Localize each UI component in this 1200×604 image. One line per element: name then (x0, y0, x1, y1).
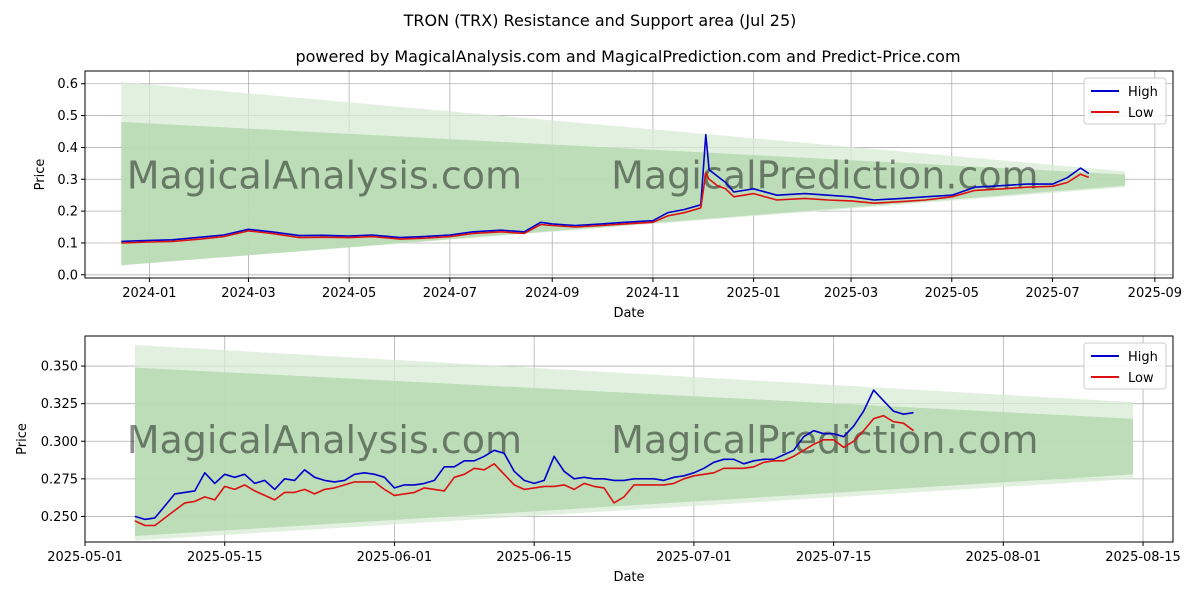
bottom-price-chart: MagicalAnalysis.com MagicalPrediction.com… (15, 335, 1181, 585)
panel-1-x-tick-label-5: 2025-07-15 (796, 550, 872, 565)
panel-0-y-tick-label-4: 0.4 (57, 141, 78, 156)
panel-0-band-1 (121, 121, 1126, 266)
panel-0-y-tick-label-2: 0.2 (57, 205, 78, 220)
panel-0-x-axis-label: Date (613, 306, 644, 321)
panel-1-legend: High Low (1083, 342, 1167, 390)
panel-0-y-tick-label-1: 0.1 (57, 236, 78, 251)
panel-0-x-tick-label-8: 2025-05 (925, 286, 979, 301)
panel-1-series-line-high (134, 389, 914, 521)
panel-0-legend-label-low: Low (1128, 106, 1154, 121)
panel-0-legend-label-high: High (1128, 85, 1158, 100)
panel-1-x-tick-label-6: 2025-08-01 (966, 550, 1042, 565)
panel-0-plot-area: MagicalAnalysis.com MagicalPrediction.com (121, 82, 1126, 266)
panel-0-x-tick-label-5: 2024-11 (626, 286, 680, 301)
panel-0-axes-frame (84, 70, 1174, 279)
panel-1-y-tick-label-3: 0.325 (41, 397, 78, 412)
panel-1-x-tick-label-1: 2025-05-15 (187, 550, 263, 565)
panel-0-legend: High Low (1083, 77, 1167, 125)
panel-1-band-1 (134, 367, 1134, 536)
panel-0-x-tick-label-10: 2025-09 (1128, 286, 1182, 301)
panel-1-plot-area: MagicalAnalysis.com MagicalPrediction.com (127, 345, 1134, 541)
panel-1-legend-label-high: High (1128, 350, 1158, 365)
figure-title: TRON (TRX) Resistance and Support area (… (403, 11, 797, 30)
panel-1-y-tick-label-1: 0.275 (41, 472, 78, 487)
panel-0-series-line-high (121, 133, 1090, 243)
panel-1-x-tick-label-0: 2025-05-01 (47, 550, 123, 565)
panel-1-y-tick-label-4: 0.350 (41, 360, 78, 375)
panel-0-x-tick-label-7: 2025-03 (824, 286, 878, 301)
panel-0-x-tick-label-6: 2025-01 (726, 286, 780, 301)
panel-0-series-line-low (121, 172, 1090, 244)
panel-1-legend-label-low: Low (1128, 371, 1154, 386)
panel-1-watermark-left: MagicalAnalysis.com (127, 418, 522, 462)
panel-0-x-tick-label-0: 2024-01 (122, 286, 176, 301)
panel-1-y-tick-label-0: 0.250 (41, 510, 78, 525)
panel-1-y-tick-label-2: 0.300 (41, 435, 78, 450)
panel-1-y-axis-label: Price (15, 423, 30, 455)
panel-0-y-tick-label-5: 0.5 (57, 109, 78, 124)
panel-0-x-tick-label-1: 2024-03 (221, 286, 275, 301)
panel-1-axes-frame (84, 335, 1174, 543)
panel-1-x-tick-label-3: 2025-06-15 (496, 550, 572, 565)
panel-0-y-tick-label-3: 0.3 (57, 173, 78, 188)
figure-subtitle: powered by MagicalAnalysis.com and Magic… (295, 47, 960, 66)
panel-0-x-tick-label-9: 2025-07 (1025, 286, 1079, 301)
panel-1-series-line-low (134, 414, 914, 527)
panel-1-x-tick-label-4: 2025-07-01 (656, 550, 732, 565)
panel-0-y-tick-label-0: 0.0 (57, 268, 78, 283)
panel-1-x-tick-label-2: 2025-06-01 (357, 550, 433, 565)
panel-0-y-axis-label: Price (33, 159, 48, 191)
panel-1-x-axis-label: Date (613, 570, 644, 585)
panel-0-x-tick-label-4: 2024-09 (525, 286, 579, 301)
panel-1-x-tick-label-7: 2025-08-15 (1105, 550, 1181, 565)
panel-0-watermark-left: MagicalAnalysis.com (127, 154, 522, 198)
top-price-chart: MagicalAnalysis.com MagicalPrediction.com… (33, 70, 1182, 321)
panel-0-x-tick-label-2: 2024-05 (322, 286, 376, 301)
panel-0-y-tick-label-6: 0.6 (57, 77, 78, 92)
panel-0-x-tick-label-3: 2024-07 (423, 286, 477, 301)
